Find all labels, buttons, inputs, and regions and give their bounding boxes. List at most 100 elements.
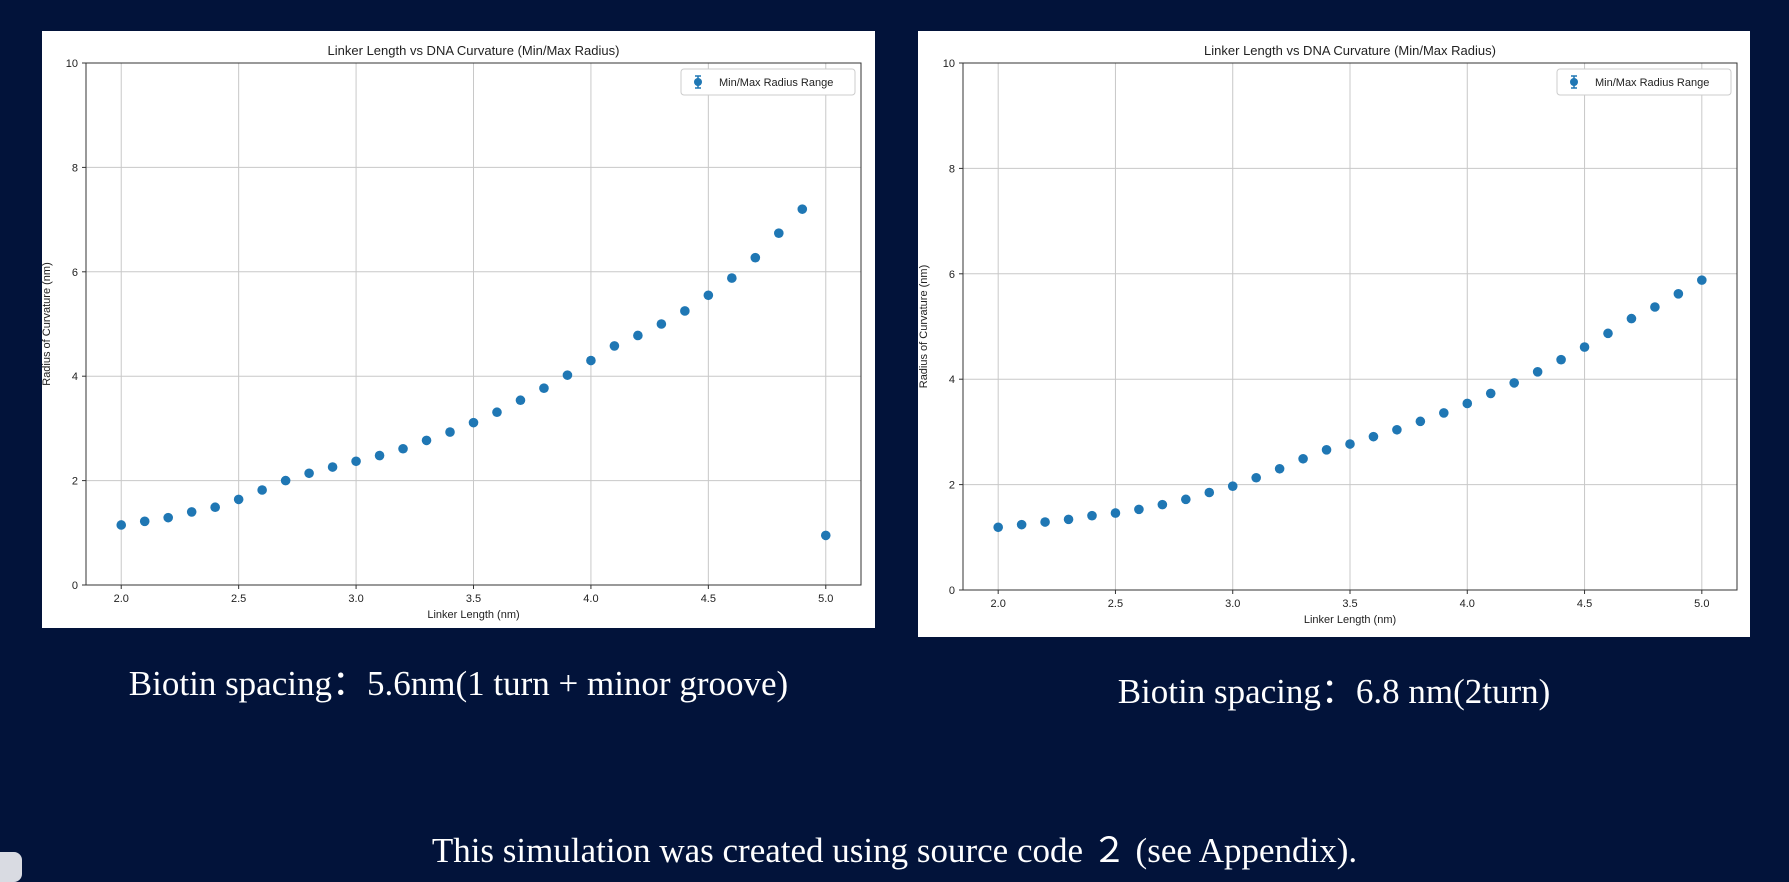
corner-button-icon[interactable] bbox=[0, 852, 22, 882]
data-point bbox=[280, 475, 291, 486]
y-axis-label: Radius of Curvature (nm) bbox=[42, 262, 53, 386]
legend-marker bbox=[1570, 78, 1578, 86]
data-point bbox=[1603, 328, 1613, 339]
data-point bbox=[774, 228, 784, 238]
x-tick-label: 2.5 bbox=[1108, 598, 1123, 610]
data-point bbox=[680, 306, 690, 316]
x-tick-label: 3.0 bbox=[348, 593, 363, 605]
data-point bbox=[539, 383, 549, 394]
x-tick-label: 2.0 bbox=[114, 593, 129, 605]
y-tick-label: 4 bbox=[72, 371, 78, 383]
x-tick-label: 3.5 bbox=[466, 593, 481, 605]
data-point bbox=[1485, 388, 1496, 399]
y-tick-label: 10 bbox=[66, 58, 78, 70]
data-point bbox=[116, 520, 127, 530]
y-axis-label: Radius of Curvature (nm) bbox=[918, 265, 930, 389]
data-point bbox=[421, 435, 432, 446]
footer-note: This simulation was created using source… bbox=[431, 831, 1358, 870]
data-point bbox=[1181, 494, 1191, 505]
data-point bbox=[210, 502, 220, 513]
data-point bbox=[1650, 302, 1660, 312]
chart-panel-left: Linker Length vs DNA Curvature (Min/Max … bbox=[42, 31, 875, 628]
data-point bbox=[1345, 439, 1355, 449]
data-point bbox=[257, 485, 267, 495]
data-point bbox=[1251, 472, 1261, 483]
data-point bbox=[374, 450, 385, 461]
caption-right: Biotin spacing：6.8 nm(2turn) bbox=[1117, 672, 1551, 711]
legend-box bbox=[680, 68, 856, 96]
data-point bbox=[398, 443, 408, 454]
y-tick-label: 2 bbox=[72, 476, 78, 488]
data-point bbox=[586, 355, 596, 366]
data-point bbox=[327, 462, 338, 472]
data-point bbox=[703, 290, 714, 301]
data-point bbox=[1439, 408, 1449, 418]
x-tick-label: 3.5 bbox=[1342, 598, 1357, 610]
data-point bbox=[820, 530, 831, 541]
x-axis-label: Linker Length (nm) bbox=[1304, 614, 1396, 626]
data-point bbox=[492, 407, 502, 418]
data-point bbox=[727, 273, 737, 283]
chart-panel-right: Linker Length vs DNA Curvature (Min/Max … bbox=[918, 31, 1750, 637]
y-tick-label: 8 bbox=[949, 163, 955, 175]
data-point bbox=[445, 427, 455, 437]
x-tick-label: 5.0 bbox=[818, 593, 833, 605]
data-point bbox=[1204, 487, 1215, 498]
data-point bbox=[304, 468, 314, 479]
data-point bbox=[1298, 453, 1308, 464]
data-point bbox=[1673, 289, 1684, 299]
data-point bbox=[139, 516, 150, 527]
scatter-chart-right: Linker Length vs DNA Curvature (Min/Max … bbox=[918, 43, 1738, 626]
data-point bbox=[1157, 499, 1168, 510]
chart-title: Linker Length vs DNA Curvature (Min/Max … bbox=[328, 43, 620, 58]
data-point bbox=[1626, 313, 1637, 324]
data-point bbox=[163, 512, 173, 523]
data-point bbox=[1063, 514, 1074, 525]
data-point bbox=[633, 330, 643, 341]
data-point bbox=[562, 370, 573, 380]
data-point bbox=[797, 204, 808, 214]
data-point bbox=[1321, 445, 1332, 455]
legend-label: Min/Max Radius Range bbox=[719, 77, 833, 89]
data-point bbox=[468, 417, 479, 428]
data-point bbox=[750, 252, 761, 263]
y-tick-label: 8 bbox=[72, 162, 78, 174]
x-tick-label: 4.0 bbox=[583, 593, 598, 605]
y-tick-label: 0 bbox=[949, 585, 955, 597]
data-point bbox=[993, 522, 1003, 533]
y-tick-label: 2 bbox=[949, 480, 955, 492]
data-point bbox=[1556, 354, 1566, 365]
data-point bbox=[1227, 481, 1238, 491]
x-tick-label: 5.0 bbox=[1694, 598, 1709, 610]
x-tick-label: 4.5 bbox=[1577, 598, 1592, 610]
data-point bbox=[1462, 398, 1473, 409]
x-tick-label: 4.5 bbox=[701, 593, 716, 605]
data-point bbox=[351, 456, 361, 467]
legend-label: Min/Max Radius Range bbox=[1595, 77, 1709, 89]
legend-box bbox=[1556, 68, 1732, 96]
data-point bbox=[1040, 517, 1050, 527]
x-tick-label: 2.5 bbox=[231, 593, 246, 605]
data-point bbox=[1415, 416, 1426, 427]
data-point bbox=[1532, 367, 1543, 377]
y-tick-label: 0 bbox=[72, 580, 78, 592]
chart-title: Linker Length vs DNA Curvature (Min/Max … bbox=[1204, 43, 1496, 58]
y-tick-label: 10 bbox=[943, 58, 955, 70]
x-tick-label: 3.0 bbox=[1225, 598, 1240, 610]
data-point bbox=[609, 341, 620, 351]
data-point bbox=[1368, 431, 1379, 442]
data-point bbox=[1392, 424, 1402, 435]
x-tick-label: 4.0 bbox=[1460, 598, 1475, 610]
legend-marker bbox=[694, 78, 702, 86]
y-tick-label: 4 bbox=[949, 374, 955, 386]
data-point bbox=[1274, 463, 1285, 474]
data-point bbox=[656, 319, 667, 329]
x-tick-label: 2.0 bbox=[991, 598, 1006, 610]
caption-left: Biotin spacing：5.6nm(1 turn + minor groo… bbox=[128, 664, 789, 703]
data-point bbox=[1087, 510, 1097, 521]
data-point bbox=[1509, 378, 1519, 388]
scatter-chart-left: Linker Length vs DNA Curvature (Min/Max … bbox=[42, 43, 862, 621]
data-point bbox=[1110, 508, 1121, 518]
x-axis-label: Linker Length (nm) bbox=[427, 609, 519, 621]
data-point bbox=[1697, 275, 1707, 285]
